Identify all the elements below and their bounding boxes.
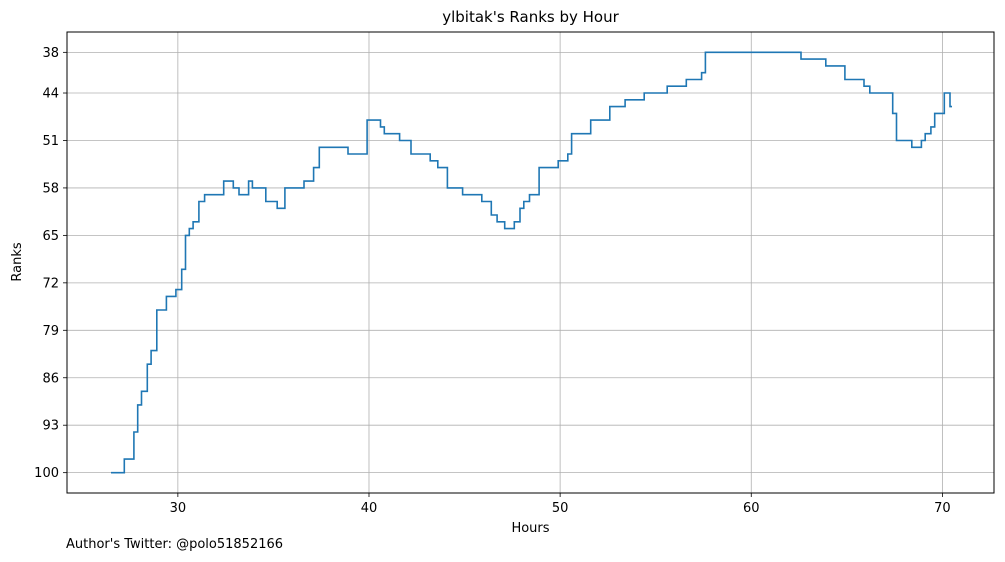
y-tick-label: 38 bbox=[42, 46, 59, 61]
rank-series-line bbox=[111, 51, 952, 474]
x-tick-label: 40 bbox=[361, 501, 378, 516]
y-tick-label: 100 bbox=[34, 466, 59, 481]
y-tick-label: 72 bbox=[42, 276, 59, 291]
x-axis-ticks: 30 40 50 60 70 bbox=[170, 493, 951, 516]
chart-title: ylbitak's Ranks by Hour bbox=[442, 8, 619, 26]
x-tick-label: 30 bbox=[170, 501, 187, 516]
plot-frame bbox=[66, 31, 995, 494]
author-credit: Author's Twitter: @polo51852166 bbox=[66, 537, 284, 552]
x-tick-label: 50 bbox=[552, 501, 569, 516]
x-tick-label: 60 bbox=[743, 501, 760, 516]
y-axis-ticks: 38 44 51 58 65 72 79 86 93 100 bbox=[34, 46, 67, 481]
x-axis-label: Hours bbox=[511, 521, 549, 536]
y-axis-label: Ranks bbox=[10, 242, 25, 281]
y-tick-label: 79 bbox=[42, 324, 59, 339]
y-tick-label: 86 bbox=[42, 371, 59, 386]
y-tick-label: 51 bbox=[42, 134, 59, 149]
y-tick-label: 44 bbox=[42, 87, 59, 102]
plot-area bbox=[67, 32, 994, 493]
x-tick-label: 70 bbox=[934, 501, 951, 516]
y-tick-label: 58 bbox=[42, 181, 59, 196]
series-line-group bbox=[111, 51, 952, 474]
y-tick-label: 93 bbox=[42, 419, 59, 434]
grid-lines bbox=[67, 32, 994, 493]
y-tick-label: 65 bbox=[42, 229, 59, 244]
